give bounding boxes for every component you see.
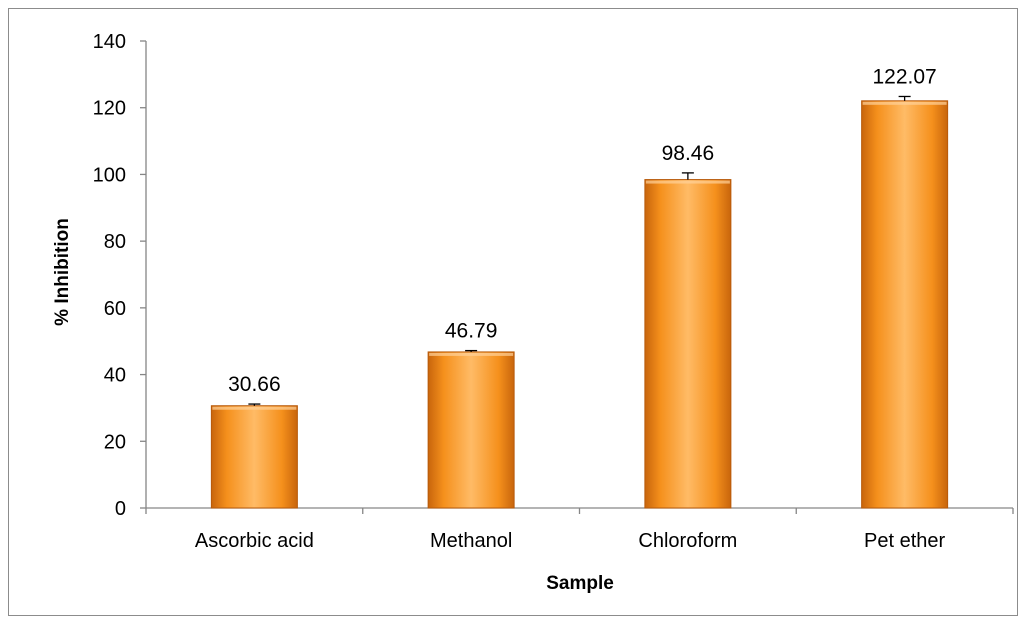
- bar-highlight: [429, 352, 514, 356]
- bar-pet-ether: [861, 100, 949, 509]
- y-tick-label: 60: [104, 298, 126, 320]
- chart-frame: [8, 8, 1018, 616]
- data-label: 122.07: [873, 65, 937, 88]
- x-tick-label: Ascorbic acid: [195, 530, 314, 552]
- y-tick-label: 20: [104, 431, 126, 453]
- bar-chloroform: [644, 179, 732, 509]
- x-tick-label: Pet ether: [864, 530, 946, 552]
- data-label: 46.79: [445, 320, 498, 343]
- bars: [210, 95, 949, 509]
- y-tick-label: 40: [104, 365, 126, 387]
- bar-highlight: [862, 101, 947, 105]
- y-tick-label: 140: [93, 31, 126, 53]
- y-axis-title: % Inhibition: [52, 218, 73, 326]
- y-tick-label: 0: [115, 498, 126, 520]
- bar-ascorbic-acid: [210, 405, 298, 509]
- bar-highlight: [212, 406, 297, 410]
- x-tick-label: Methanol: [430, 530, 512, 552]
- labels: 0 20 40 60 80 100 120 140 30.66 Ascorbic acid 46.7…: [93, 31, 946, 552]
- data-label: 30.66: [228, 373, 281, 396]
- data-label: 98.46: [662, 142, 715, 165]
- y-tick-label: 120: [93, 98, 126, 120]
- x-axis-title: Sample: [546, 573, 614, 594]
- y-tick-label: 80: [104, 231, 126, 253]
- bar-methanol: [427, 351, 515, 509]
- x-tick-label: Chloroform: [638, 530, 737, 552]
- y-tick-label: 100: [93, 164, 126, 186]
- bar-highlight: [645, 180, 730, 184]
